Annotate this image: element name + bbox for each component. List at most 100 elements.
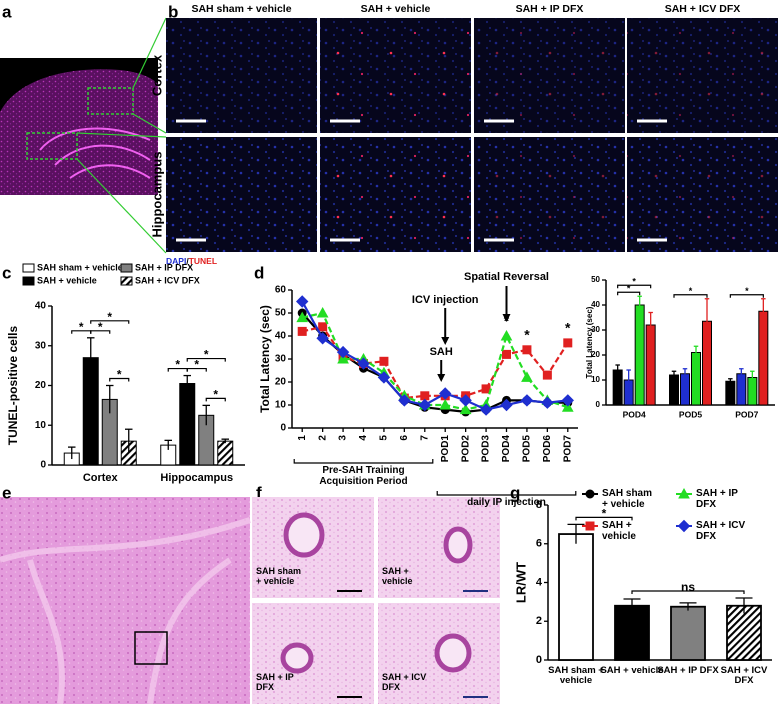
y-axis-title: Total Latency (sec)	[585, 306, 594, 378]
y-tick-label: 2	[536, 615, 542, 627]
data-point	[337, 352, 349, 364]
y-tick-label: 0	[280, 423, 286, 434]
data-point	[439, 387, 452, 400]
data-point	[318, 322, 328, 332]
x-tick-label: SAH + vehicle	[600, 665, 664, 676]
data-point	[479, 403, 493, 416]
x-tick-label: POD5	[522, 435, 533, 463]
legend-swatch	[120, 263, 133, 273]
data-point	[420, 391, 430, 401]
significance-label: *	[602, 507, 607, 521]
legend-swatch	[22, 263, 35, 273]
data-point	[500, 398, 513, 412]
data-point	[316, 306, 329, 318]
tissue-boundary	[0, 517, 251, 704]
tunel-signal	[627, 137, 778, 252]
y-tick-label: 40	[591, 300, 600, 309]
legend-marker	[678, 487, 690, 499]
hippocampus-box	[26, 132, 78, 160]
data-point	[418, 398, 431, 412]
bar	[726, 604, 762, 661]
row-label: Cortex	[149, 54, 164, 96]
hippocampus-outline	[39, 127, 151, 179]
bar	[217, 440, 234, 466]
data-point	[296, 311, 309, 323]
x-tick-label: 4	[358, 435, 369, 441]
zoom-line	[76, 158, 167, 254]
y-axis-title: LR/WT	[513, 562, 528, 603]
group-label: daily IP injection	[467, 497, 546, 508]
significance-label: *	[98, 320, 103, 334]
panel-letter: a	[2, 2, 12, 21]
y-tick-label: 8	[536, 499, 542, 511]
zoom-box	[134, 631, 168, 665]
significance-bracket	[186, 357, 226, 362]
data-point	[357, 357, 370, 370]
bar	[612, 369, 623, 406]
data-point	[336, 345, 350, 359]
column-header: SAH + ICV DFX	[665, 3, 741, 15]
significance-label: *	[565, 320, 571, 336]
bar	[691, 352, 701, 406]
vessel-image	[252, 603, 374, 704]
legend-marker	[585, 521, 595, 531]
tunel-signal	[320, 137, 471, 252]
legend-swatch	[22, 276, 35, 286]
y-tick-label: 30	[35, 340, 47, 351]
y-tick-label: 30	[591, 325, 600, 334]
group-bracket	[436, 491, 577, 496]
significance-label: *	[632, 277, 636, 287]
image-label: SAH + vehicle	[382, 566, 413, 586]
vessel-wall	[280, 642, 314, 674]
significance-label: *	[524, 327, 530, 343]
legend-label: SAH sham + vehicle	[602, 488, 653, 510]
data-point	[439, 398, 452, 410]
y-tick-label: 30	[275, 354, 287, 365]
column-header: SAH + vehicle	[361, 3, 431, 15]
legend-label: SAH + IP DFX	[135, 262, 193, 272]
y-tick-label: 0	[536, 654, 542, 666]
arrow-head	[502, 314, 511, 322]
data-point	[542, 370, 552, 380]
data-point	[520, 394, 534, 407]
annotation: SAH	[430, 346, 453, 358]
data-point	[459, 403, 472, 415]
significance-bracket	[575, 516, 633, 521]
legend-label: SAH sham + vehicle	[37, 262, 123, 272]
significance-label: *	[627, 284, 631, 294]
annotation: Spatial Reversal	[464, 271, 549, 283]
y-tick-label: 6	[536, 538, 542, 550]
significance-bracket	[71, 330, 92, 334]
bar	[758, 310, 769, 406]
data-point	[459, 394, 472, 407]
x-tick-label: POD7	[562, 435, 573, 463]
significance-bracket	[617, 291, 641, 296]
y-tick-label: 4	[536, 576, 543, 588]
panel-letter: g	[510, 483, 520, 502]
legend-marker	[585, 489, 595, 499]
legend-label: SAH + IP DFX	[696, 488, 738, 510]
significance-bracket	[631, 590, 745, 594]
data-point	[561, 394, 574, 407]
x-tick-label: SAH + IP DFX	[657, 665, 719, 676]
x-tick-label: POD4	[623, 409, 646, 419]
cortex-box	[87, 87, 134, 115]
legend-swatch	[120, 276, 133, 286]
series-line	[301, 311, 569, 411]
x-tick-label: 1	[297, 435, 308, 441]
legend-label: SAH + vehicle	[602, 520, 636, 542]
significance-bracket	[729, 294, 764, 298]
bar	[725, 380, 736, 406]
significance-label: *	[204, 348, 209, 362]
significance-bracket	[167, 367, 188, 372]
dapi-signal	[166, 137, 317, 252]
tunel-signal	[474, 137, 625, 252]
y-tick-label: 20	[35, 380, 47, 391]
stain-label: DAPI/TUNEL	[166, 256, 217, 266]
y-tick-label: 60	[275, 285, 287, 296]
vessel-wall	[443, 526, 473, 564]
data-point	[500, 329, 513, 341]
legend-label: SAH + vehicle	[37, 275, 97, 285]
stain-part: DAPI	[166, 256, 186, 266]
significance-label: *	[194, 358, 199, 372]
